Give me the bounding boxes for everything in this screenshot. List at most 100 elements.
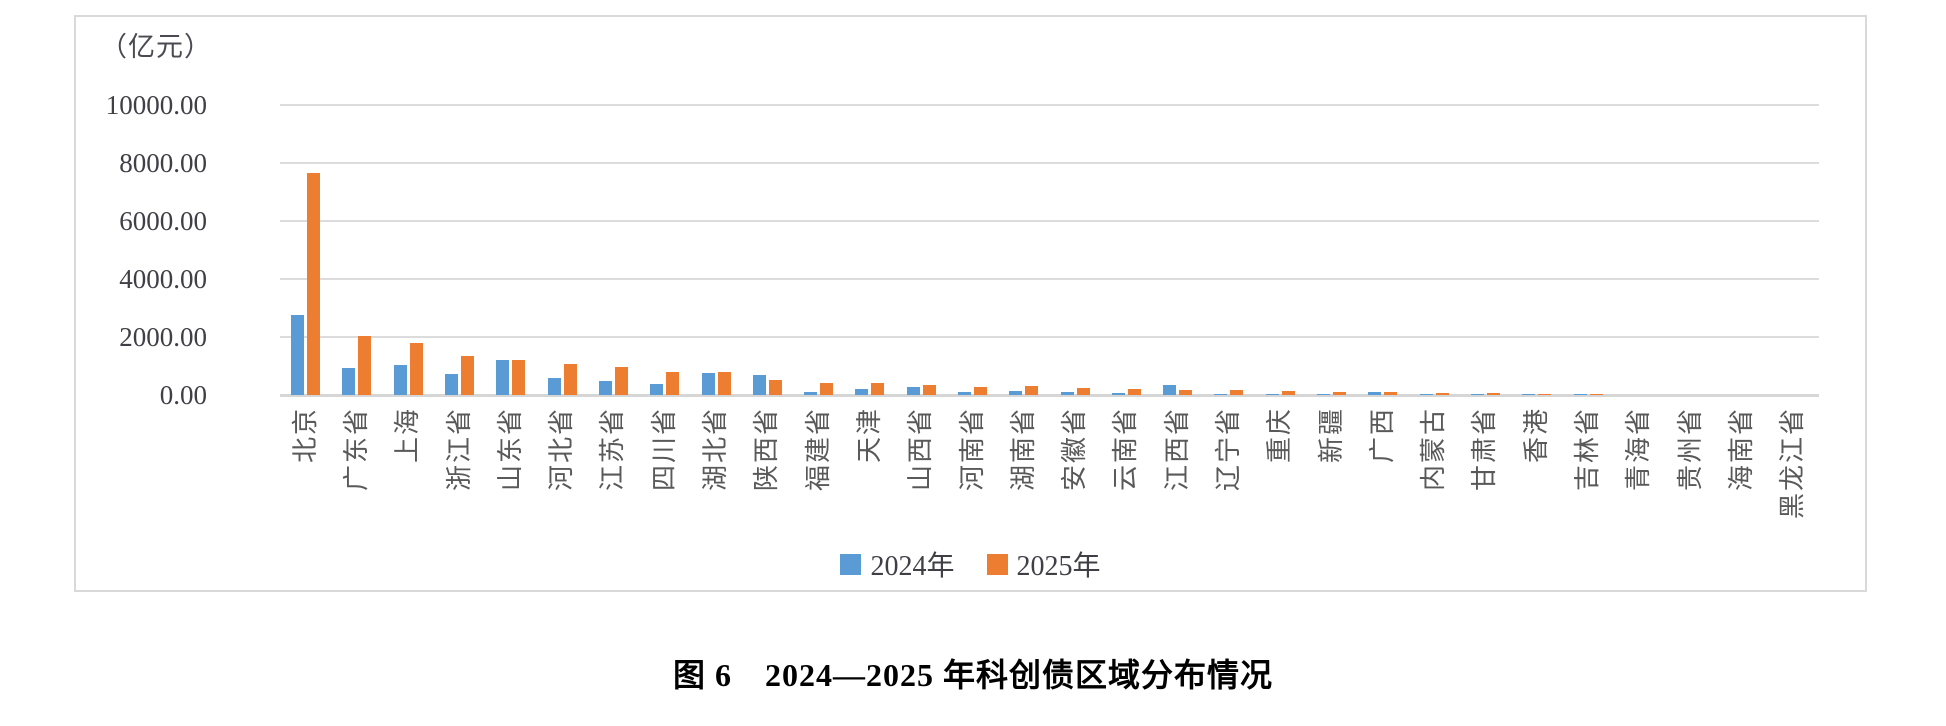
x-axis-label: 云南省 (1111, 407, 1141, 492)
bar-group-广西 (1357, 105, 1408, 395)
x-axis-label-slot: 安徽省 (1049, 407, 1100, 567)
bar-group-广东省 (331, 105, 382, 395)
bar-2025年-上海 (409, 343, 423, 395)
bar-group-河南省 (947, 105, 998, 395)
bar-group-山东省 (485, 105, 536, 395)
bar-2024年-河南省 (958, 392, 971, 395)
gridline (280, 220, 1819, 222)
x-axis-label-slot: 海南省 (1716, 407, 1767, 567)
bar-group-重庆 (1255, 105, 1306, 395)
x-axis-label: 青海省 (1624, 407, 1654, 492)
bar-group-新疆 (1306, 105, 1357, 395)
legend-swatch-2025-icon (986, 553, 1008, 575)
x-axis-label: 辽宁省 (1213, 407, 1243, 492)
bar-2024年-上海 (393, 365, 407, 395)
x-axis-label: 湖南省 (1008, 407, 1038, 492)
x-axis-label: 北京 (290, 407, 320, 464)
x-axis-label: 四川省 (649, 407, 679, 492)
bar-group-黑龙江省 (1768, 105, 1819, 395)
bar-group-吉林省 (1562, 105, 1613, 395)
bar-2024年-山西省 (906, 386, 920, 395)
bar-2025年-河南省 (974, 386, 987, 395)
bar-2024年-山东省 (496, 359, 510, 395)
bar-2025年-吉林省 (1589, 394, 1603, 395)
bar-2025年-北京 (307, 173, 321, 395)
bar-2024年-湖北省 (701, 373, 715, 395)
bar-2025年-内蒙古 (1435, 392, 1449, 395)
figure-caption: 图 6 2024—2025 年科创债区域分布情况 (672, 657, 1273, 693)
bar-group-北京 (280, 105, 331, 395)
gridline (280, 162, 1819, 164)
bar-2024年-辽宁省 (1214, 393, 1228, 395)
bar-group-四川省 (639, 105, 690, 395)
x-axis-label: 甘肃省 (1470, 407, 1500, 492)
x-axis-label-slot: 湖北省 (690, 407, 741, 567)
bar-2025年-山东省 (512, 360, 526, 395)
bar-2024年-安徽省 (1060, 391, 1074, 395)
legend-item-2024: 2024年 (840, 544, 955, 584)
x-axis-label: 福建省 (803, 407, 833, 492)
bar-group-陕西省 (742, 105, 793, 395)
legend-label-2025: 2025年 (1016, 551, 1101, 582)
x-axis-label-slot: 山东省 (485, 407, 536, 567)
bar-2025年-香港 (1538, 394, 1552, 395)
bar-group-天津 (844, 105, 895, 395)
x-axis-label: 湖北省 (701, 407, 731, 492)
x-axis-label: 黑龙江省 (1778, 407, 1808, 520)
x-axis-label-slot: 广东省 (331, 407, 382, 567)
bar-group-浙江省 (434, 105, 485, 395)
bar-2024年-河北省 (547, 377, 561, 395)
bar-group-河北省 (536, 105, 587, 395)
bar-2024年-重庆 (1265, 394, 1279, 395)
bar-2025年-陕西省 (768, 379, 782, 395)
bar-2025年-江西省 (1179, 389, 1193, 395)
bar-group-上海 (383, 105, 434, 395)
x-axis-label-slot: 黑龙江省 (1768, 407, 1819, 567)
bar-group-甘肃省 (1460, 105, 1511, 395)
x-axis-label-slot: 四川省 (639, 407, 690, 567)
x-axis-line (280, 394, 1819, 397)
x-axis-label-slot: 贵州省 (1665, 407, 1716, 567)
bar-2024年-北京 (291, 314, 305, 395)
bar-group-内蒙古 (1409, 105, 1460, 395)
y-axis-tick-label: 10000.00 (105, 90, 207, 120)
y-axis-tick-label: 2000.00 (119, 322, 207, 352)
bar-2025年-福建省 (820, 382, 834, 395)
bar-group-江苏省 (588, 105, 639, 395)
x-axis-label-slot: 河北省 (536, 407, 587, 567)
bar-2025年-广东省 (358, 335, 372, 395)
bar-2025年-湖北省 (717, 372, 731, 395)
x-axis-label-slot: 新疆 (1306, 407, 1357, 567)
x-axis-label-slot: 上海 (383, 407, 434, 567)
bar-2025年-天津 (871, 383, 885, 395)
x-axis-label: 香港 (1521, 407, 1551, 464)
x-axis-label-slot: 广西 (1357, 407, 1408, 567)
y-axis-tick-label: 8000.00 (119, 148, 207, 178)
bar-2025年-甘肃省 (1486, 393, 1500, 395)
x-axis-label: 江西省 (1162, 407, 1192, 492)
x-axis-label: 江苏省 (598, 407, 628, 492)
y-axis-tick-label: 0.00 (159, 380, 207, 410)
x-axis-labels: 北京 广东省 上海 浙江省 山东省 河北省 江苏省 四川省 湖北省 陕西省 福建省 天津 山西省 河南省湖… (280, 407, 1819, 567)
x-axis-label: 山东省 (495, 407, 525, 492)
x-axis-label-slot: 辽宁省 (1203, 407, 1254, 567)
bar-2024年-云南省 (1111, 393, 1125, 395)
y-axis-unit-label: （亿元） (100, 32, 212, 62)
bar-2024年-福建省 (804, 392, 818, 395)
bar-2025年-广西 (1384, 392, 1398, 395)
x-axis-label: 安徽省 (1060, 407, 1090, 492)
legend-label-2024: 2024年 (870, 551, 955, 582)
bar-2024年-陕西省 (752, 375, 766, 395)
x-axis-label: 山西省 (906, 407, 936, 492)
y-axis-tick-label: 6000.00 (119, 206, 207, 236)
bar-2024年-浙江省 (445, 374, 459, 395)
bar-2024年-吉林省 (1573, 394, 1587, 395)
y-axis-tick-label: 4000.00 (119, 264, 207, 294)
bar-2025年-江苏省 (614, 366, 628, 395)
legend-item-2025: 2025年 (986, 544, 1101, 584)
x-axis-label-slot: 重庆 (1255, 407, 1306, 567)
bar-group-云南省 (1101, 105, 1152, 395)
x-axis-label-slot: 河南省 (947, 407, 998, 567)
bar-group-辽宁省 (1203, 105, 1254, 395)
legend-swatch-2024-icon (840, 553, 862, 575)
